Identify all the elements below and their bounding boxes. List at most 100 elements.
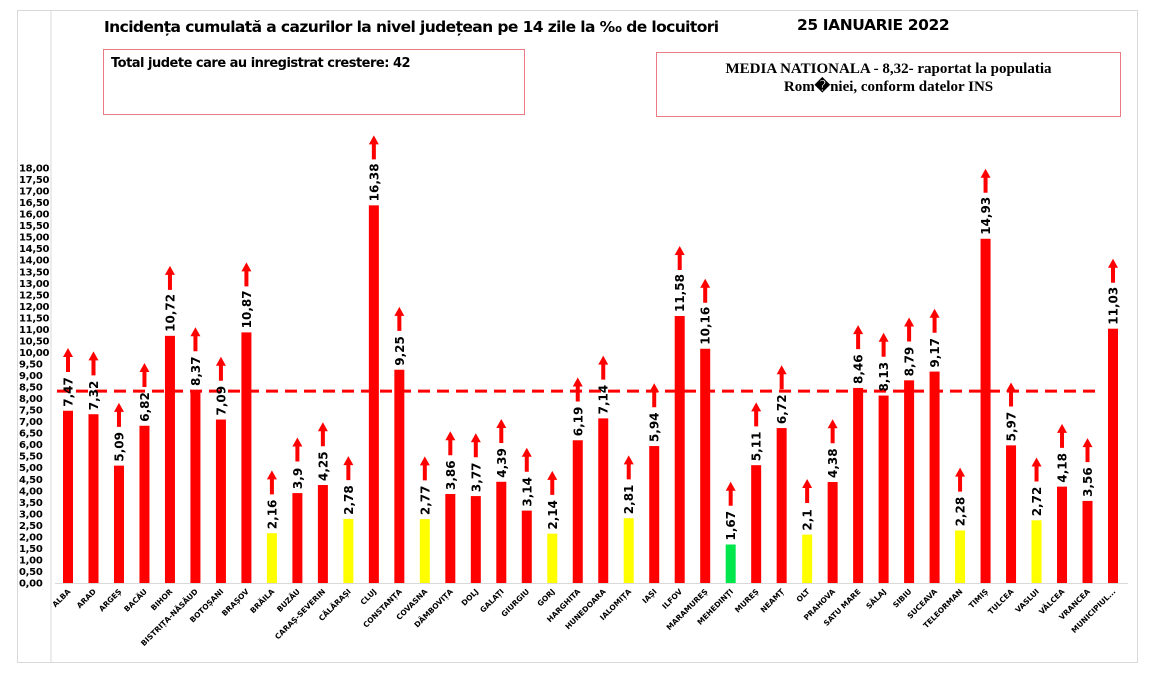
y-tick-label: 0,00	[19, 579, 43, 590]
bar-cluj	[368, 205, 379, 583]
data-label: 11,03	[1107, 287, 1121, 325]
bar-brașov	[241, 332, 252, 583]
x-tick-label: TULCEA	[986, 587, 1015, 616]
data-label: 7,47	[62, 377, 76, 407]
data-label: 2,72	[1030, 487, 1044, 517]
x-tick-label: MUREȘ	[733, 587, 760, 614]
chart-title: Incidența cumulată a cazurilor la nivel …	[104, 18, 719, 36]
bar-buzău	[292, 493, 303, 583]
y-tick-label: 2,00	[19, 532, 43, 543]
data-label: 8,46	[852, 354, 866, 384]
data-label: 11,58	[673, 274, 687, 312]
data-label: 3,77	[469, 462, 483, 492]
trend-up-arrow-icon	[1108, 258, 1118, 283]
data-label: 14,93	[979, 197, 993, 235]
bar-brăila	[266, 533, 277, 583]
data-label: 3,14	[520, 477, 534, 507]
data-label: 16,38	[367, 163, 381, 201]
bar-gorj	[547, 533, 558, 583]
y-tick-label: 10,50	[19, 336, 49, 347]
y-tick-label: 15,00	[19, 233, 49, 244]
trend-up-arrow-icon	[802, 478, 813, 503]
x-tick-label: GIURGIU	[499, 587, 531, 619]
y-tick-label: 3,00	[19, 509, 43, 520]
x-tick-label: ARAD	[75, 587, 98, 610]
trend-up-arrow-icon	[139, 362, 150, 387]
data-label: 2,14	[546, 500, 560, 530]
trend-up-arrow-icon	[904, 317, 915, 342]
data-label: 10,16	[699, 307, 713, 345]
bar-timiș	[980, 238, 991, 583]
data-label: 5,94	[648, 412, 662, 442]
national-average-line1: MEDIA NATIONALA - 8,32- raportat la popu…	[725, 61, 1052, 77]
trend-up-arrow-icon	[623, 455, 634, 480]
x-tick-label: CLUJ	[359, 587, 379, 607]
data-label: 8,13	[877, 362, 891, 392]
bar-galați	[496, 481, 507, 583]
trend-up-arrow-icon	[980, 168, 991, 193]
y-tick-label: 13,00	[19, 279, 49, 290]
y-tick-label: 13,50	[19, 267, 49, 278]
y-tick-label: 18,00	[19, 164, 49, 175]
data-label: 7,09	[214, 386, 228, 416]
data-label: 2,28	[954, 497, 968, 527]
data-label: 10,72	[163, 294, 177, 332]
y-tick-label: 17,00	[19, 187, 49, 198]
trend-up-arrow-icon	[343, 456, 354, 481]
trend-up-arrow-icon	[63, 347, 73, 372]
x-tick-label: SĂLAJ	[864, 587, 888, 611]
trend-up-arrow-icon	[929, 308, 940, 333]
bar-vrancea	[1082, 500, 1093, 583]
y-tick-label: 3,50	[19, 498, 43, 509]
bar-iași	[649, 446, 660, 583]
bar-teleorman	[955, 530, 966, 583]
y-tick-label: 6,00	[19, 440, 43, 451]
y-tick-label: 9,50	[19, 359, 43, 370]
y-axis: 0,000,501,001,502,002,503,003,504,004,50…	[19, 10, 52, 663]
bar-călărași	[343, 518, 354, 583]
x-tick-label: GORJ	[535, 587, 556, 608]
bar-bihor	[164, 335, 175, 583]
y-tick-label: 12,50	[19, 290, 49, 301]
data-label: 3,9	[291, 468, 305, 489]
trend-up-arrow-icon	[164, 265, 175, 290]
y-tick-label: 11,50	[19, 313, 49, 324]
data-label: 6,19	[571, 407, 585, 437]
bar-municipiul...	[1108, 328, 1118, 583]
y-tick-label: 9,00	[19, 371, 43, 382]
bar-ilfov	[674, 316, 685, 583]
increase-count-text: Total judete care au inregistrat crester…	[111, 56, 411, 71]
data-label: 9,25	[393, 336, 407, 366]
data-label: 5,11	[750, 432, 764, 462]
data-label: 6,72	[775, 394, 789, 424]
data-label: 1,67	[724, 511, 738, 541]
trend-up-arrow-icon	[827, 419, 838, 444]
data-label: 5,97	[1005, 412, 1019, 442]
bar-suceava	[929, 371, 940, 583]
trend-up-arrow-icon	[496, 418, 507, 443]
trend-up-arrow-icon	[215, 356, 226, 381]
bar-caraș-severin	[317, 485, 328, 583]
x-tick-label: TIMIȘ	[967, 587, 990, 610]
bar-bistrița-năsăud	[190, 390, 201, 583]
trend-up-arrow-icon	[266, 470, 277, 495]
bar-vaslui	[1031, 520, 1042, 583]
bar-hunedoara	[598, 418, 609, 583]
trend-up-arrow-icon	[1082, 438, 1093, 463]
bar-olt	[802, 534, 813, 583]
y-tick-label: 14,50	[19, 244, 49, 255]
y-tick-label: 12,00	[19, 302, 49, 313]
trend-up-arrow-icon	[470, 433, 481, 458]
y-tick-label: 0,50	[19, 567, 43, 578]
trend-up-arrow-icon	[88, 351, 99, 376]
data-label: 3,56	[1081, 467, 1095, 497]
bar-harghita	[572, 440, 583, 583]
trend-up-arrow-icon	[955, 467, 966, 492]
x-tick-label: ALBA	[50, 587, 72, 609]
data-label: 2,16	[265, 500, 279, 530]
y-tick-label: 17,50	[19, 175, 49, 186]
x-tick-label: BRĂILA	[248, 587, 276, 615]
data-label: 2,81	[622, 485, 636, 515]
trend-up-arrow-icon	[1057, 423, 1068, 448]
national-average-line2: Rom�niei, conform datelor INS	[783, 79, 994, 95]
